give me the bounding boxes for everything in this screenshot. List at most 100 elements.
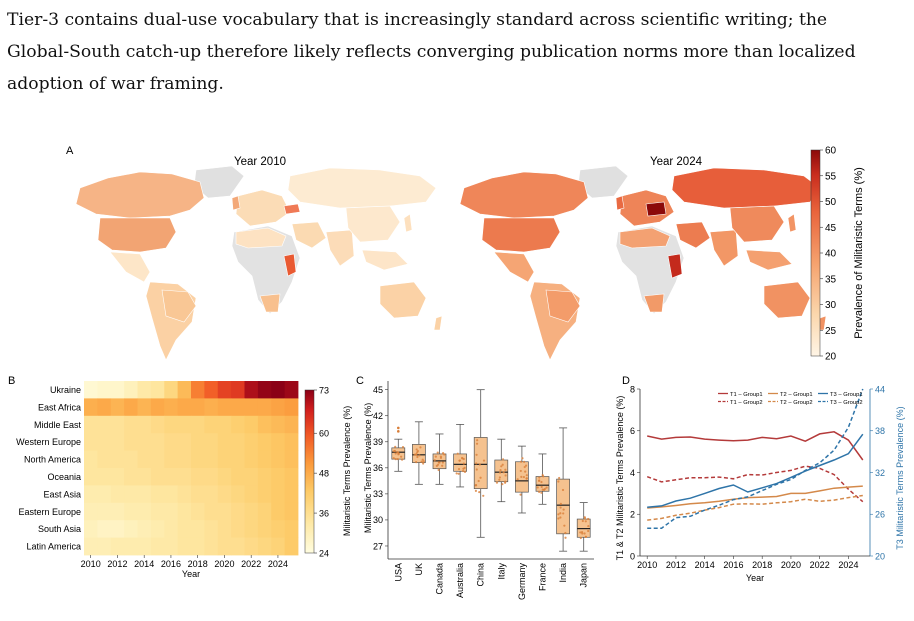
box-jitter-point: [475, 468, 478, 471]
world-map-2010: [75, 165, 443, 361]
map-2010-south-asia: [325, 229, 355, 267]
heatmap-cell: [137, 502, 152, 521]
box-jitter-point: [523, 465, 526, 469]
heatmap-cell: [137, 537, 152, 556]
heatmap-cell: [284, 415, 299, 434]
heatmap-row-label: Western Europe: [16, 437, 81, 447]
box-jitter-point: [500, 465, 503, 468]
box-jitter-point: [474, 484, 477, 487]
legend-label: T1 – Group1: [730, 392, 763, 398]
heatmap-x-tick-label: 2020: [214, 559, 234, 569]
heatmap-cell: [110, 485, 125, 504]
box-jitter-point: [433, 459, 436, 462]
heatmap-cell: [217, 415, 232, 434]
map-colorbar-tick-label: 55: [825, 171, 837, 182]
line-series-5: [647, 433, 864, 509]
box-jitter-point: [460, 456, 464, 460]
box-jitter-point: [562, 512, 565, 515]
heatmap-cell: [164, 450, 179, 469]
box-jitter-point: [476, 439, 479, 442]
box-jitter-point: [559, 512, 562, 515]
box-jitter-point: [420, 460, 423, 463]
heatmap-cell: [231, 381, 245, 399]
box-jitter-point: [394, 445, 397, 448]
heatmap-cell: [271, 520, 286, 538]
heatmap-cell: [137, 468, 152, 486]
heatmap-row-label: Middle East: [34, 420, 82, 430]
line-series-1: [647, 431, 864, 461]
heatmap-cell: [84, 415, 98, 434]
heatmap-cell: [124, 520, 138, 538]
heatmap-cell: [177, 468, 192, 486]
heatmap-cell: [244, 433, 259, 451]
line-left-tick-label: 6: [630, 426, 635, 436]
box-jitter-point: [455, 472, 458, 475]
heatmap-cell: [271, 537, 286, 556]
line-x-tick-label: 2016: [723, 560, 743, 570]
box-jitter-point: [538, 479, 541, 482]
heatmap-cell: [150, 381, 165, 399]
heatmap-cell: [164, 537, 179, 556]
box-italy: [494, 438, 509, 503]
box-jitter-point: [519, 493, 522, 496]
box-jitter-point: [584, 535, 587, 539]
box-jitter-point: [415, 448, 418, 451]
panel-label-a: A: [66, 145, 74, 157]
heatmap-cell: [110, 537, 125, 556]
panel-label-c: C: [356, 375, 364, 387]
box-usa: [391, 426, 406, 472]
box-jitter-point: [536, 486, 539, 489]
map-colorbar: 20 25 30 35 40 45 50 55 60 Prevalence of Militar…: [810, 146, 865, 363]
box-jitter-point: [538, 490, 541, 493]
boxplot-y-tick-label: 30: [373, 515, 383, 525]
box-jitter-point: [436, 451, 439, 454]
heatmap-cell: [124, 485, 138, 504]
box-flier: [397, 430, 400, 433]
box-jitter-point: [525, 477, 528, 480]
heatmap-cell: [84, 502, 98, 521]
legend-label: T2 – Group1: [780, 392, 813, 398]
legend-label: T1 – Group2: [730, 400, 763, 406]
heatmap-x-tick-label: 2018: [188, 559, 208, 569]
heatmap-cell: [150, 537, 165, 556]
heatmap-cell: [257, 485, 272, 504]
heatmap-cell: [97, 468, 112, 486]
heatmap-cell: [97, 537, 112, 556]
heatmap-cell: [191, 450, 205, 469]
box-jitter-point: [397, 453, 400, 456]
heatmap-cell: [191, 468, 205, 486]
heatmap-cell: [231, 433, 245, 451]
heatmap-cell: [150, 520, 165, 538]
heatmap-cell: [164, 433, 179, 451]
heatmap-cell: [110, 520, 125, 538]
box-jitter-point: [393, 449, 396, 453]
map-title-2024: Year 2024: [650, 156, 703, 168]
heatmap-cell: [150, 415, 165, 434]
box-jitter-point: [434, 455, 437, 458]
heatmap-cell: [137, 433, 152, 451]
boxplot-x-tick-label: Australia: [455, 563, 465, 598]
box-jitter-point: [416, 449, 420, 453]
line-right-tick-label: 32: [875, 468, 885, 478]
heatmap-cell: [97, 381, 112, 399]
boxplot: 27 30 33 36 39 42 45 USA UK Canada Australia China I…: [373, 381, 594, 600]
heatmap-cell: [84, 468, 98, 486]
world-map-2024: [459, 165, 827, 361]
boxplot-y-tick-label: 42: [373, 411, 383, 421]
map-2010-middle-east: [291, 221, 327, 249]
heatmap-row-label: North America: [24, 455, 81, 465]
heatmap-cell: [110, 502, 125, 521]
box-jitter-point: [462, 462, 465, 465]
box-jitter-point: [545, 486, 548, 489]
box-jitter-point: [482, 494, 485, 497]
line-right-tick-label: 44: [875, 384, 885, 394]
map-2024-canada: [459, 171, 589, 219]
line-left-tick-label: 2: [630, 510, 635, 520]
boxplot-x-tick-label: Canada: [435, 563, 445, 595]
map-2024-middle-east: [675, 221, 711, 249]
heatmap-colorbar-tick-label: 48: [319, 468, 329, 478]
heatmap-cell: [177, 381, 192, 399]
box-jitter-point: [441, 464, 444, 467]
heatmap-cell: [204, 537, 219, 556]
body-paragraph: Tier-3 contains dual-use vocabulary that…: [7, 4, 912, 100]
